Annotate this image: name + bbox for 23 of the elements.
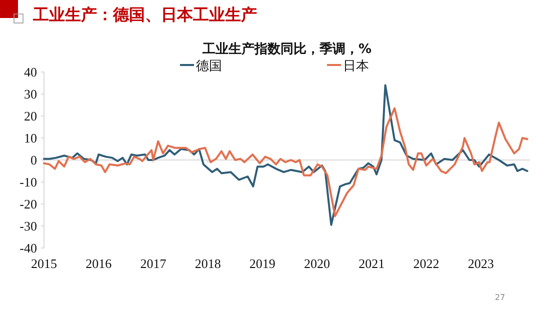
chart-title: 工业生产：德国、日本工业生产	[32, 5, 257, 24]
text: 27	[494, 293, 506, 302]
y-tick-label: 10	[24, 130, 37, 146]
x-tick-label: 2021	[358, 256, 385, 271]
y-tick-label: 30	[24, 86, 37, 102]
legend-label: 日本	[343, 59, 369, 74]
x-tick-label: 2022	[413, 256, 440, 271]
x-tick-label: 2017	[140, 256, 167, 271]
y-tick-label: -20	[20, 196, 37, 212]
y-tick-label: 40	[24, 64, 37, 80]
y-tick-label: -10	[20, 174, 37, 190]
chart-subtitle: 工业生产指数同比，季调，%	[201, 41, 372, 57]
y-tick-label: -40	[20, 240, 37, 256]
x-tick-label: 2019	[249, 256, 276, 271]
x-tick-label: 2023	[468, 256, 494, 271]
x-tick-label: 2015	[31, 256, 57, 271]
y-tick-label: 0	[30, 152, 37, 168]
y-tick-label: 20	[24, 108, 37, 124]
x-tick-label: 2018	[194, 256, 221, 271]
y-tick-label: -30	[20, 218, 37, 234]
x-tick-label: 2020	[304, 256, 330, 271]
x-tick-label: 2016	[86, 256, 112, 271]
legend-label: 德国	[196, 59, 222, 74]
